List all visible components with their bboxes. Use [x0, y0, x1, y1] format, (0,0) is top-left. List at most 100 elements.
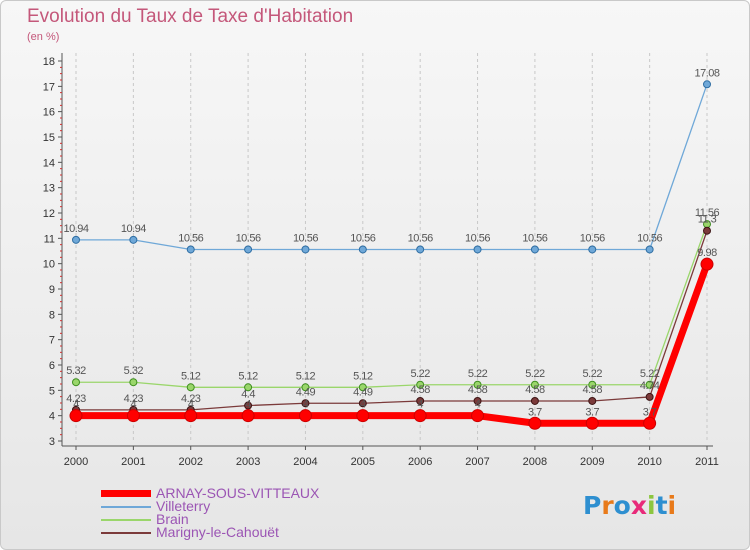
data-point — [528, 416, 542, 430]
data-point — [703, 80, 711, 89]
data-label: 5.12 — [353, 370, 373, 382]
data-label: 11.3 — [698, 214, 717, 226]
x-tick-label: 2006 — [408, 456, 432, 468]
y-tick-label: 18 — [43, 56, 55, 68]
data-label: 10.56 — [580, 232, 605, 244]
logo-letter: t — [655, 491, 668, 520]
data-label: 5.22 — [410, 368, 430, 380]
y-tick-label: 14 — [43, 157, 55, 169]
chart-title: Evolution du Taux de Taxe d'Habitation — [27, 6, 354, 27]
data-label: 4.74 — [640, 380, 660, 392]
y-tick-label: 8 — [49, 309, 55, 321]
series-line — [76, 230, 708, 411]
data-label: 4.58 — [583, 384, 603, 396]
data-point — [416, 245, 425, 254]
data-label: 4 — [475, 399, 481, 411]
legend-swatch — [101, 505, 151, 508]
x-tick-label: 2001 — [121, 456, 145, 468]
data-point — [413, 409, 427, 423]
logo-letter: o — [613, 491, 631, 520]
chart-subtitle: (en %) — [27, 31, 60, 43]
data-point — [585, 416, 599, 430]
y-tick-label: 13 — [43, 183, 55, 195]
data-label: 10.56 — [236, 232, 261, 244]
data-label: 4.58 — [468, 384, 488, 396]
data-label: 4.4 — [241, 389, 255, 401]
data-point — [356, 409, 370, 423]
data-point — [645, 380, 654, 389]
data-label: 4.23 — [181, 393, 201, 405]
data-label: 5.32 — [124, 365, 144, 377]
legend-label: Brain — [156, 511, 189, 527]
data-point — [473, 245, 482, 254]
data-label: 4.23 — [66, 393, 86, 405]
data-point — [244, 245, 253, 254]
y-tick-label: 10 — [43, 259, 55, 271]
data-label: 4 — [73, 399, 79, 411]
y-tick-label: 11 — [44, 233, 55, 245]
data-point — [530, 245, 539, 254]
data-label: 4.49 — [296, 386, 316, 398]
y-tick-label: 5 — [49, 385, 55, 397]
x-tick-label: 2008 — [523, 456, 547, 468]
data-point — [416, 396, 425, 405]
data-point — [358, 399, 367, 408]
data-point — [473, 396, 482, 405]
legend-item: Marigny-le-Cahouët — [101, 525, 319, 539]
data-label: 5.22 — [640, 368, 660, 380]
data-point — [588, 396, 597, 405]
x-tick-label: 2000 — [64, 456, 88, 468]
logo-letter: r — [601, 491, 614, 520]
data-label: 10.56 — [293, 232, 318, 244]
proxiti-logo: Proxiti — [583, 491, 676, 520]
x-tick-label: 2003 — [236, 456, 260, 468]
x-tick-label: 2007 — [465, 456, 489, 468]
data-label: 4 — [303, 399, 309, 411]
data-point — [301, 245, 310, 254]
data-label: 10.56 — [178, 232, 203, 244]
data-point — [241, 409, 255, 423]
data-point — [129, 378, 138, 387]
x-tick-label: 2005 — [351, 456, 375, 468]
data-label: 10.56 — [350, 232, 375, 244]
data-point — [471, 409, 485, 423]
legend-swatch — [101, 490, 151, 497]
data-label: 17.08 — [694, 67, 719, 79]
y-tick-label: 7 — [49, 335, 55, 347]
data-label: 9.98 — [697, 247, 717, 259]
legend-label: Villeterry — [156, 498, 211, 514]
data-label: 10.56 — [522, 232, 547, 244]
data-point — [700, 257, 714, 271]
legend-label: ARNAY-SOUS-VITTEAUX — [156, 485, 320, 501]
y-tick-label: 17 — [43, 81, 55, 93]
logo-letter: i — [667, 491, 677, 520]
data-point — [301, 383, 310, 392]
y-tick-label: 12 — [43, 208, 55, 220]
data-label: 10.56 — [408, 232, 433, 244]
series-line — [76, 84, 708, 251]
y-tick-label: 6 — [49, 360, 55, 372]
data-point — [184, 409, 198, 423]
data-label: 4.58 — [525, 384, 545, 396]
data-point — [244, 401, 253, 410]
data-point — [416, 380, 425, 389]
legend: ARNAY-SOUS-VITTEAUX Villeterry Brain Marign… — [101, 485, 320, 539]
data-label: 4.58 — [410, 384, 430, 396]
data-label: 5.22 — [525, 368, 545, 380]
data-point — [186, 383, 195, 392]
y-tick-label: 4 — [49, 411, 55, 423]
x-tick-label: 2004 — [293, 456, 317, 468]
data-label: 10.56 — [465, 232, 490, 244]
series-line — [76, 262, 711, 427]
data-label: 4 — [360, 399, 366, 411]
data-point — [129, 235, 138, 244]
data-label: 4 — [131, 399, 137, 411]
legend-swatch — [101, 531, 151, 534]
data-point — [244, 383, 253, 392]
legend-swatch — [101, 518, 151, 521]
data-label: 10.94 — [121, 223, 146, 235]
data-label: 10.56 — [637, 232, 662, 244]
data-point — [358, 245, 367, 254]
data-label: 4.49 — [353, 386, 373, 398]
